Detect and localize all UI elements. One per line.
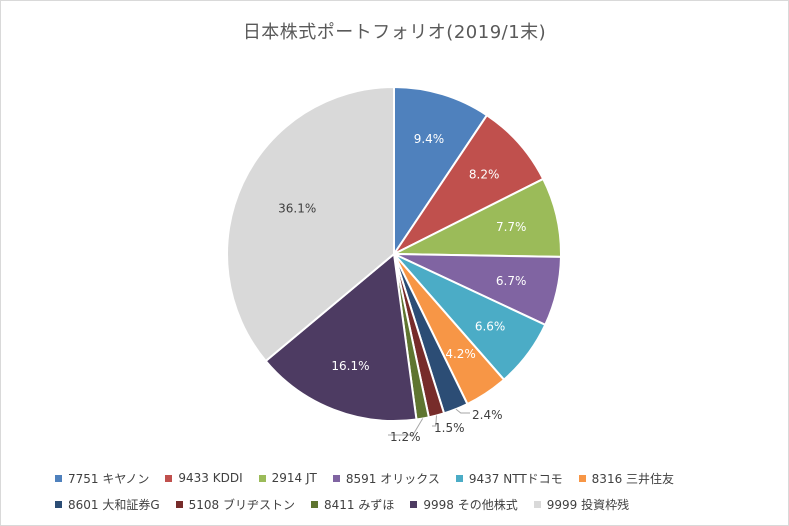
data-label-7751: 9.4% (414, 132, 445, 146)
legend-item-8591: 8591 オリックス (332, 468, 440, 488)
legend-label: 8591 オリックス (345, 471, 440, 486)
legend-swatch (55, 500, 62, 508)
data-label-8601: 2.4% (472, 408, 503, 422)
data-label-5108: 1.5% (434, 421, 465, 435)
legend-label: 2914 JT (271, 471, 317, 485)
pie-slice-9998 (264, 252, 418, 422)
data-label-9998: 16.1% (331, 359, 369, 373)
legend-item-5108: 5108 ブリヂストン (175, 494, 296, 514)
legend-item-9999: 9999 投資枠残 (533, 494, 630, 514)
legend-label: 8411 みずほ (324, 497, 395, 512)
legend-item-7751: 7751 キヤノン (55, 468, 149, 488)
chart-legend: 7751 キヤノン 9433 KDDI 2914 JT 8591 オリックス 9437 … (55, 468, 775, 514)
legend-item-8316: 8316 三井住友 (578, 468, 675, 488)
legend-swatch (455, 474, 463, 482)
legend-label: 8601 大和証券G (68, 497, 160, 512)
legend-label: 5108 ブリヂストン (188, 497, 296, 512)
legend-label: 9437 NTTドコモ (468, 471, 563, 486)
data-label-2914: 7.7% (496, 220, 527, 234)
legend-swatch (165, 474, 173, 482)
legend-swatch (175, 500, 183, 508)
legend-item-2914: 2914 JT (258, 468, 317, 488)
data-label-9999: 36.1% (278, 202, 316, 216)
legend-swatch (311, 500, 319, 508)
legend-swatch (533, 500, 541, 508)
legend-swatch (332, 474, 340, 482)
legend-item-9998: 9998 その他株式 (410, 494, 518, 514)
data-label-8591: 6.7% (496, 274, 527, 288)
pie-slice-9999 (226, 85, 395, 363)
legend-swatch (55, 474, 62, 482)
chart-title: 日本株式ポートフォリオ(2019/1末) (242, 22, 547, 43)
data-label-9433: 8.2% (469, 167, 500, 181)
data-label-9437: 6.6% (475, 319, 506, 333)
legend-item-8601: 8601 大和証券G (55, 494, 160, 514)
leader-line-5108 (432, 415, 438, 427)
legend-item-9437: 9437 NTTドコモ (455, 468, 563, 488)
pie-slice-7751 (393, 85, 489, 258)
legend-label: 9998 その他株式 (423, 497, 518, 512)
leader-line-8411 (388, 418, 424, 436)
legend-label: 9433 KDDI (178, 471, 243, 485)
data-label-8411: 1.2% (390, 430, 421, 444)
legend-label: 8316 三井住友 (591, 471, 675, 486)
legend-item-8411: 8411 みずほ (311, 494, 394, 514)
legend-swatch (258, 474, 266, 482)
data-label-8316: 4.2% (445, 347, 476, 361)
leader-line-8601 (455, 408, 470, 414)
legend-item-9433: 9433 KDDI (165, 468, 243, 488)
legend-swatch (578, 474, 586, 482)
legend-swatch (410, 500, 418, 508)
legend-label: 7751 キヤノン (68, 471, 150, 486)
legend-label: 9999 投資枠残 (546, 497, 630, 512)
